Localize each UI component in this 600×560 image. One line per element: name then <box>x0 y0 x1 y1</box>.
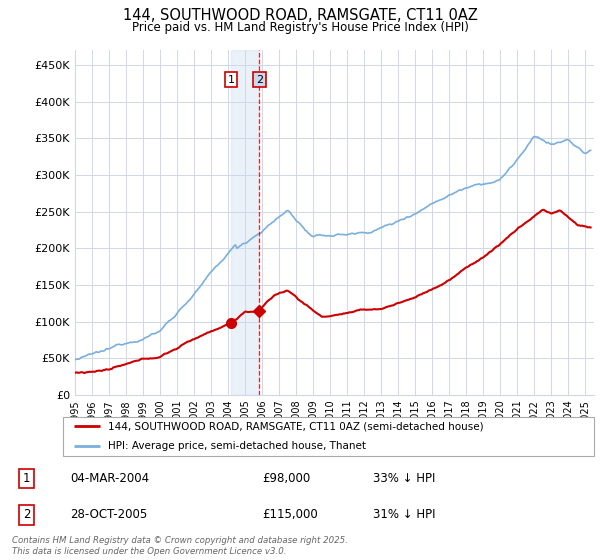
Text: 1: 1 <box>227 74 235 85</box>
Text: 28-OCT-2005: 28-OCT-2005 <box>70 508 148 521</box>
Text: 144, SOUTHWOOD ROAD, RAMSGATE, CT11 0AZ: 144, SOUTHWOOD ROAD, RAMSGATE, CT11 0AZ <box>122 8 478 24</box>
Text: Contains HM Land Registry data © Crown copyright and database right 2025.
This d: Contains HM Land Registry data © Crown c… <box>12 536 348 556</box>
Text: 1: 1 <box>23 472 30 485</box>
Text: 31% ↓ HPI: 31% ↓ HPI <box>373 508 436 521</box>
Text: 144, SOUTHWOOD ROAD, RAMSGATE, CT11 0AZ (semi-detached house): 144, SOUTHWOOD ROAD, RAMSGATE, CT11 0AZ … <box>108 421 484 431</box>
Text: 2: 2 <box>256 74 263 85</box>
Text: 04-MAR-2004: 04-MAR-2004 <box>70 472 149 485</box>
Text: 33% ↓ HPI: 33% ↓ HPI <box>373 472 435 485</box>
Text: £98,000: £98,000 <box>262 472 311 485</box>
Text: 2: 2 <box>23 508 30 521</box>
Text: HPI: Average price, semi-detached house, Thanet: HPI: Average price, semi-detached house,… <box>108 441 366 451</box>
Text: £115,000: £115,000 <box>262 508 318 521</box>
Bar <box>231 50 259 395</box>
Text: Price paid vs. HM Land Registry's House Price Index (HPI): Price paid vs. HM Land Registry's House … <box>131 21 469 34</box>
FancyBboxPatch shape <box>63 417 594 456</box>
